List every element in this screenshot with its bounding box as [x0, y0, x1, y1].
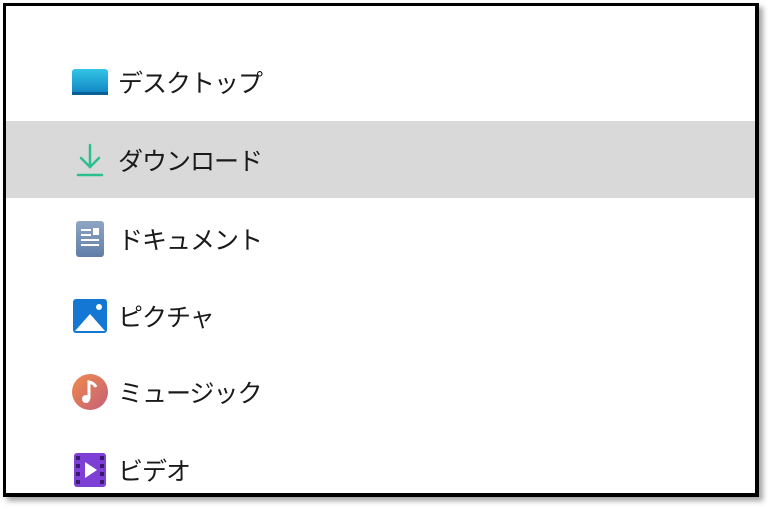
- sidebar-item-videos[interactable]: ビデオ: [6, 431, 755, 493]
- download-icon: [70, 140, 110, 180]
- sidebar-item-label: デスクトップ: [118, 68, 263, 98]
- sidebar-item-desktop[interactable]: デスクトップ: [6, 43, 755, 120]
- video-icon: [70, 450, 110, 490]
- sidebar-item-label: ピクチャ: [118, 302, 215, 332]
- music-icon: [70, 372, 110, 412]
- sidebar-item-pictures[interactable]: ピクチャ: [6, 277, 755, 354]
- sidebar-item-music[interactable]: ミュージック: [6, 353, 755, 430]
- document-icon: [70, 219, 110, 259]
- sidebar-item-label: ダウンロード: [118, 146, 263, 176]
- sidebar-item-label: ドキュメント: [118, 225, 263, 255]
- sidebar-item-downloads[interactable]: ダウンロード: [6, 121, 755, 198]
- sidebar-item-label: ビデオ: [118, 456, 191, 486]
- picture-icon: [70, 296, 110, 336]
- desktop-icon: [70, 62, 110, 102]
- navigation-pane: デスクトップ ダウンロード ドキュメント ピクチャ ミュージック ビデオ: [3, 3, 759, 497]
- sidebar-item-label: ミュージック: [118, 378, 263, 408]
- sidebar-item-documents[interactable]: ドキュメント: [6, 200, 755, 277]
